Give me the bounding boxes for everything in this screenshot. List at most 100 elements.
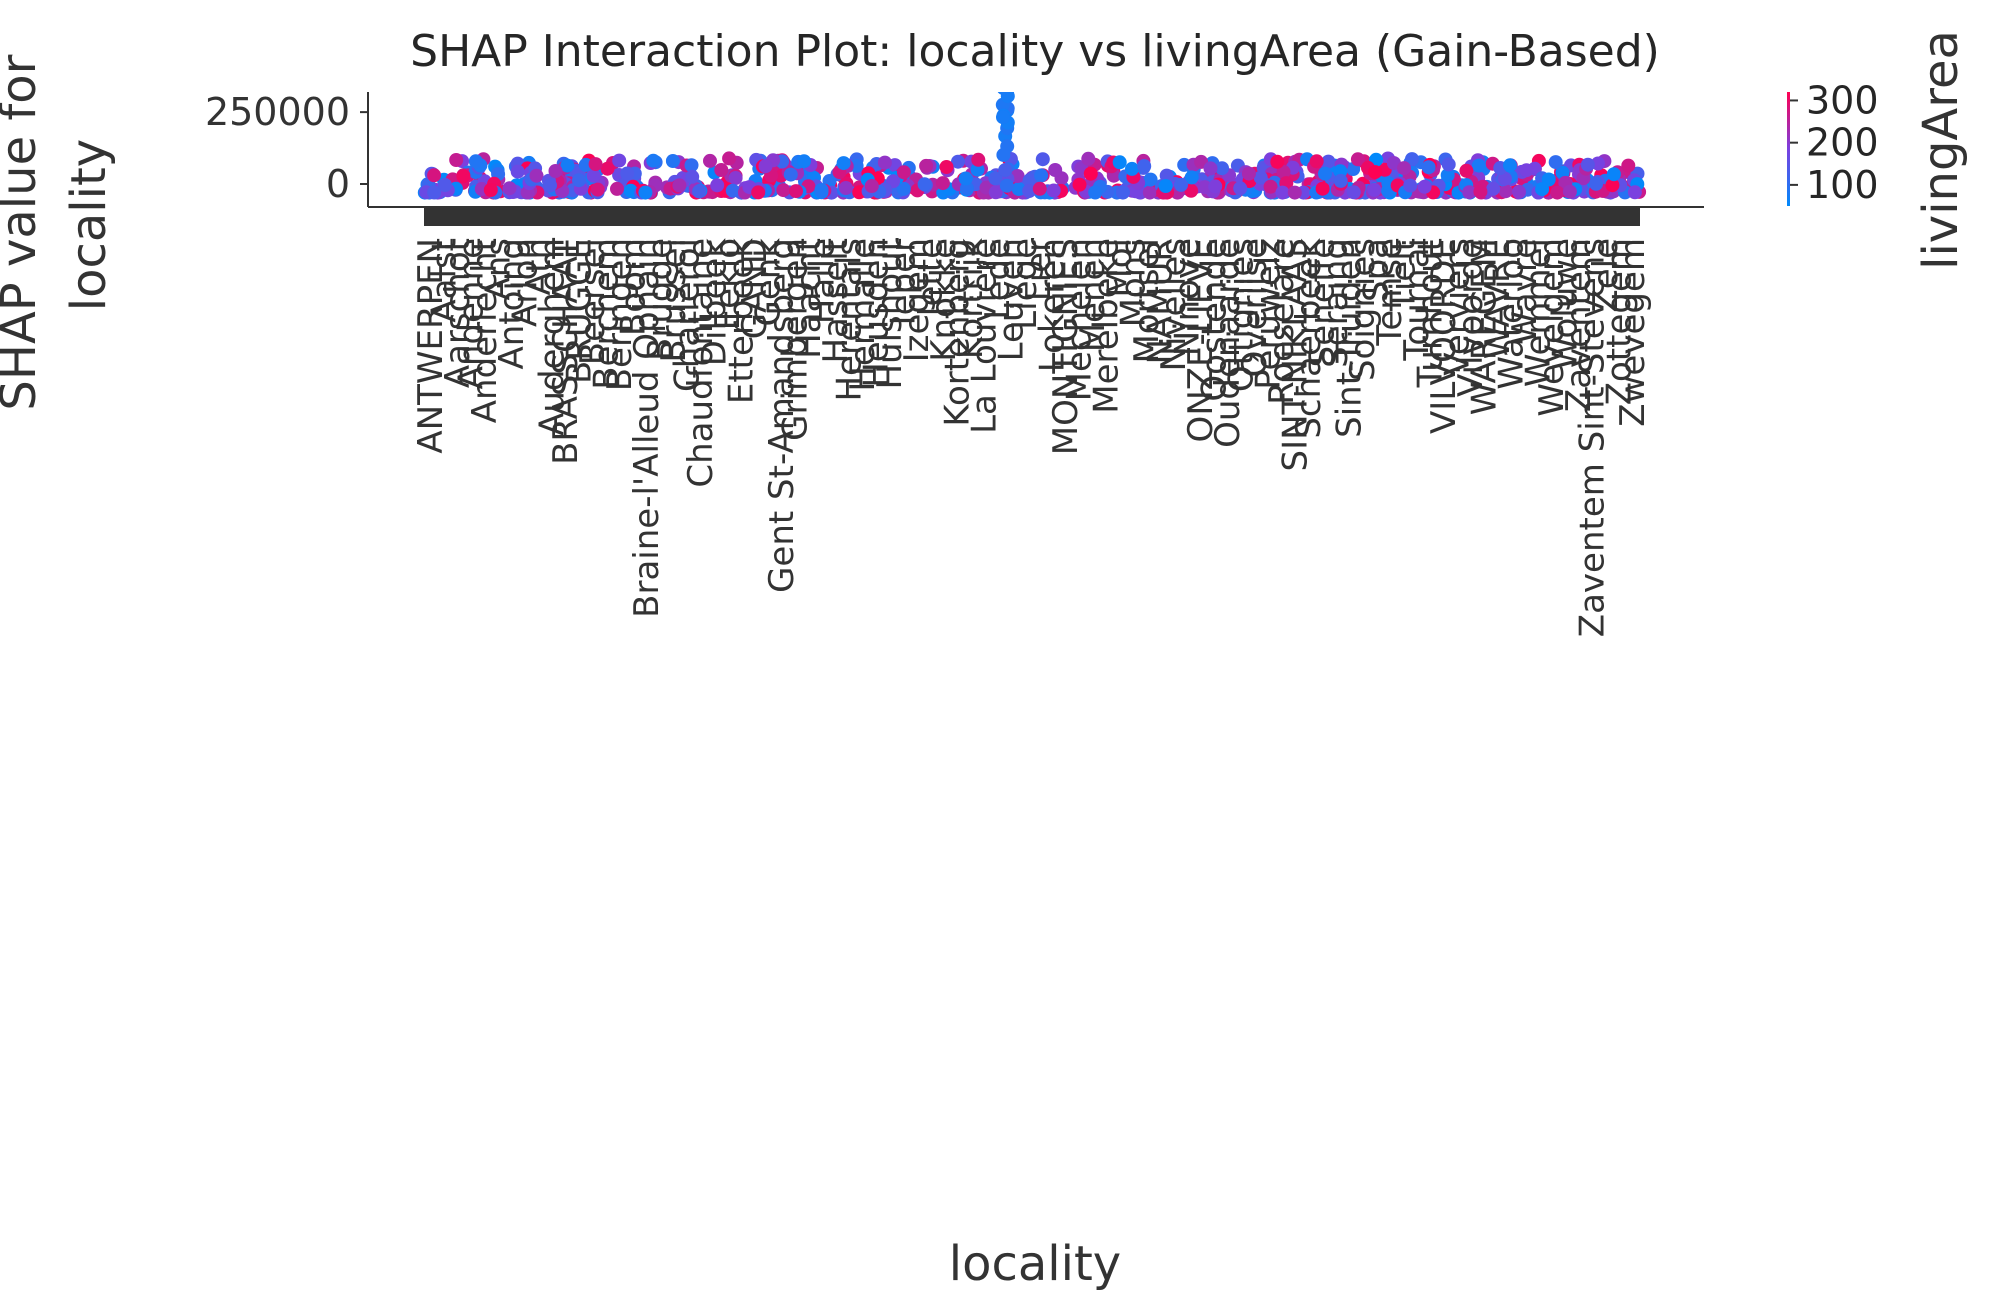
scatter-point [1035, 152, 1050, 167]
x-tick-label: Jette [911, 238, 951, 319]
scatter-point [1589, 176, 1604, 191]
scatter-point [722, 151, 737, 166]
scatter-point [864, 179, 879, 193]
x-tick-label: Nivelles [1154, 238, 1194, 371]
scatter-point [1184, 170, 1199, 185]
x-tick-label: Dilbeek [695, 238, 735, 366]
scatter-point [783, 167, 798, 182]
scatter-point [638, 185, 653, 200]
scatter-point [1048, 163, 1063, 177]
x-tick-label: Zottegem [1600, 238, 1640, 405]
scatter-point [510, 164, 525, 179]
x-tick-label: Soignies [1343, 238, 1383, 381]
x-tick-label: Berchem [586, 238, 626, 390]
scatter-point [1473, 184, 1488, 199]
scatter-point [1253, 170, 1268, 185]
x-tick-label: Ath [519, 238, 559, 296]
scatter-point [427, 185, 442, 200]
scatter-point [1275, 185, 1290, 200]
x-tick-label: Kortenberg [938, 238, 978, 427]
x-tick-label: Hulshout [870, 238, 910, 390]
scatter-point [1548, 155, 1563, 170]
scatter-point [1550, 185, 1565, 200]
x-tick-label: ONZE-LIEVE [1181, 238, 1221, 442]
scatter-point [623, 183, 638, 198]
colorbar [1787, 92, 1790, 206]
x-tick-label: Oostende [1194, 238, 1234, 402]
x-tick-label: GAND [735, 238, 775, 339]
x-tick-label: Ieper [884, 238, 924, 325]
scatter-point [449, 153, 464, 167]
x-tick-label: Auderghem [532, 238, 572, 436]
scatter-point [468, 154, 483, 169]
x-tick-label: Woluwe [1546, 238, 1586, 370]
scatter-point [1627, 185, 1642, 200]
scatter-point [646, 153, 661, 168]
x-tick-label: Wemmel [1519, 238, 1559, 387]
scatter-point [1241, 166, 1256, 181]
x-tick-label: La Louvière [965, 238, 1005, 434]
scatter-point [896, 181, 911, 196]
scatter-point [1197, 180, 1212, 195]
x-tick-label: Leuven [992, 238, 1032, 361]
scatter-point [1000, 92, 1015, 104]
scatter-point [939, 160, 954, 174]
scatter-point [1174, 177, 1188, 192]
x-tick-label: Liège [1005, 238, 1045, 330]
scatter-point [1083, 166, 1098, 181]
scatter-point [1159, 168, 1174, 183]
scatter-point [1158, 179, 1173, 193]
scatter-point [797, 154, 811, 169]
x-tick-label: Brugge [640, 238, 680, 361]
x-tick-label: Turnhout [1411, 238, 1451, 388]
scatter-point [438, 178, 452, 192]
scatter-point [1606, 167, 1621, 182]
x-tick-label: Charleroi [668, 238, 708, 392]
x-tick-label: Boom [613, 238, 653, 336]
y-tick-label: 250000 [205, 90, 350, 134]
x-tick-label: Vilvoorde [1451, 238, 1491, 397]
x-tick-label: Genk [749, 238, 789, 327]
scatter-point [586, 168, 601, 183]
x-tick-label: Sint-Truiden [1330, 238, 1370, 438]
scatter-point [1309, 154, 1324, 169]
x-tick-label: Beringen [600, 238, 640, 391]
x-tick-label: Herentals [830, 238, 870, 402]
scatter-point [1397, 161, 1411, 176]
scatter-point [560, 158, 575, 173]
x-tick-label: Spa [1357, 238, 1397, 302]
scatter-point [958, 171, 973, 186]
scatter-point [917, 177, 932, 192]
scatter-point [703, 153, 717, 168]
scatter-point [1115, 185, 1130, 200]
x-tick-label: Anderlecht [465, 238, 505, 423]
scatter-point [1263, 179, 1278, 194]
x-tick-label: Lede [978, 238, 1018, 320]
scatter-point [1512, 184, 1526, 199]
x-tick-label: ANTWERPEN [411, 238, 451, 454]
x-tick-label: Aarschot [438, 238, 478, 388]
scatter-point [1112, 155, 1127, 170]
x-tick-label: Haacht [789, 238, 829, 359]
x-tick-label: Beersel [573, 238, 613, 365]
x-tick-label: Ninove [1167, 238, 1207, 356]
scatter-point [1034, 168, 1049, 183]
scatter-point [1350, 152, 1365, 167]
scatter-point [877, 155, 892, 170]
scatter-point [665, 154, 680, 168]
scatter-point [572, 173, 586, 188]
scatter-point [919, 158, 934, 173]
x-tick-label: Zele [1586, 238, 1626, 313]
scatter-point [1318, 166, 1332, 181]
scatter-point [1535, 182, 1550, 197]
scatter-point [814, 183, 829, 197]
scatter-point [999, 178, 1014, 193]
x-axis-label: locality [949, 1236, 1121, 1292]
scatter-point [1580, 157, 1595, 172]
scatter-point [1621, 158, 1636, 173]
scatter-point [1346, 185, 1361, 200]
scatter-point [1215, 161, 1229, 176]
x-tick-label: BRUGGE [559, 238, 599, 384]
x-tick-label: Temse [1370, 238, 1410, 347]
